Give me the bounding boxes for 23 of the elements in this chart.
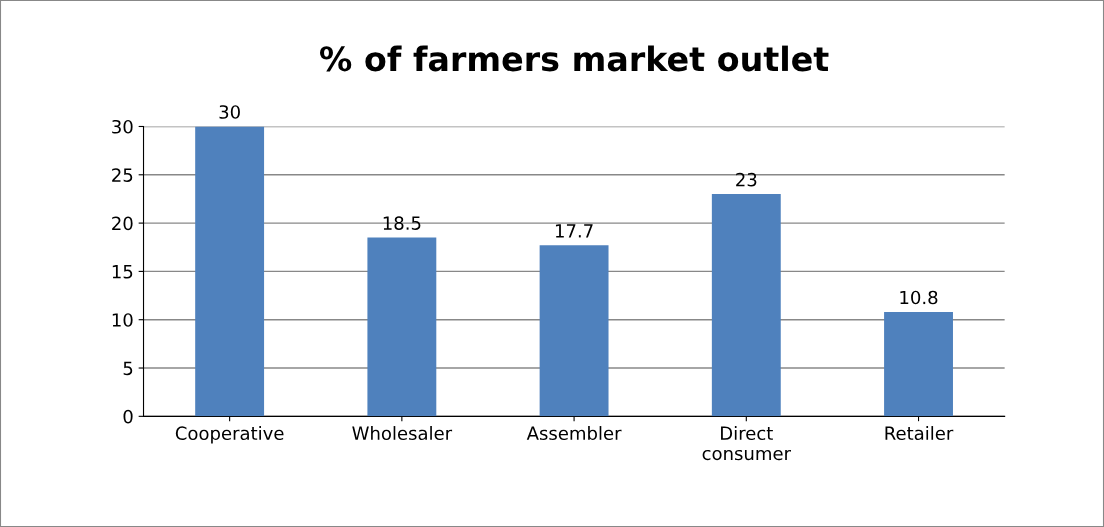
y-tick-label: 5 [123, 361, 133, 376]
bar [884, 311, 953, 417]
x-tick-label: Direct consumer [702, 426, 791, 461]
data-label: 23 [736, 172, 757, 187]
data-label: 10.8 [900, 290, 938, 305]
y-tick-label: 15 [112, 265, 133, 279]
bar [195, 126, 265, 417]
chart-title: % of farmers market outlet [320, 45, 829, 72]
bar [539, 245, 609, 417]
data-label: 18.5 [383, 216, 421, 230]
y-tick-label: 10 [112, 313, 133, 327]
y-tick-label: 20 [112, 216, 133, 231]
y-tick-label: 25 [112, 168, 133, 182]
x-tick-label: Wholesaler [352, 426, 453, 441]
data-label: 17.7 [555, 224, 593, 238]
x-tick-label: Assembler [526, 426, 622, 441]
bar [367, 237, 437, 417]
data-label: 30 [219, 105, 240, 119]
bar [711, 194, 781, 417]
x-tick-label: Retailer [885, 426, 954, 441]
y-tick-label: 30 [112, 119, 133, 134]
x-tick-label: Cooperative [175, 426, 284, 444]
y-tick-label: 0 [123, 409, 133, 424]
